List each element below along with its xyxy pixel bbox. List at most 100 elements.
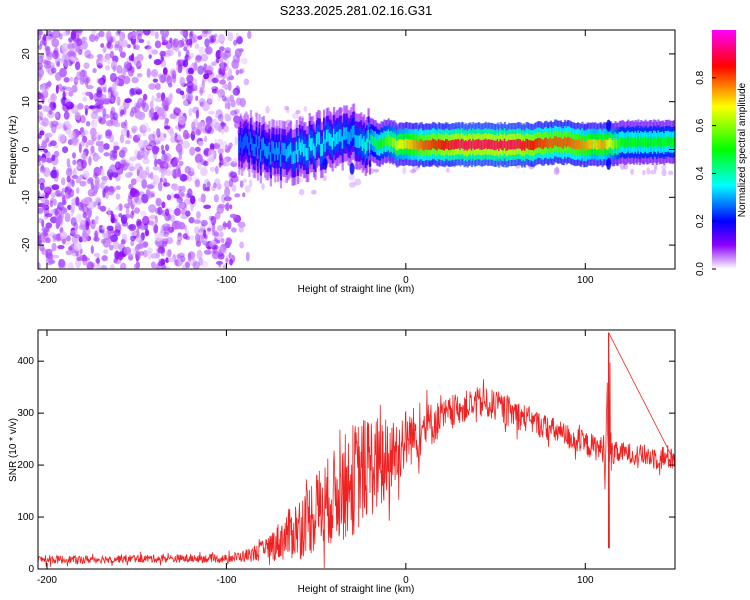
spectrogram-noise-cell (38, 92, 43, 100)
spectrogram-noise-cell (158, 113, 165, 120)
spectrogram-noise-cell (47, 252, 54, 261)
spectrogram-noise-cell (161, 201, 166, 209)
spectrogram-noise-cell (82, 170, 90, 179)
spectrogram-x-ticks: -200 -100 0 100 (37, 30, 594, 286)
spectrogram-ridge-segment (628, 138, 631, 148)
spectrogram-faint-cell (445, 167, 450, 173)
spectrogram-noise-cell (41, 157, 46, 164)
spectrogram-ridge-segment (241, 141, 244, 154)
spectrogram-noise-cell (227, 101, 231, 110)
spectrogram-noise-cell (99, 229, 105, 234)
spectrogram-faint-cell (261, 183, 265, 190)
spectrogram-ridge-segment (499, 138, 502, 149)
spectrogram-noise-cell (147, 172, 151, 179)
spectrogram-noise-cell (57, 245, 65, 250)
spectrogram-noise-cell (232, 54, 241, 64)
spectrogram-noise-cell (71, 84, 78, 93)
spectrogram-faint-cell (646, 167, 650, 175)
spectrogram-noise-cell (110, 93, 117, 102)
spectrogram-ridge-segment (278, 141, 281, 155)
spectrogram-noise-cell (38, 190, 41, 199)
spectrogram-noise-cell (49, 200, 54, 208)
spectrogram-noise-cell (233, 39, 238, 46)
spectrogram-ridge-segment (630, 137, 633, 148)
spectrogram-noise-cell (112, 112, 118, 121)
spectrogram-ridge-segment (358, 135, 362, 148)
spectrogram-noise-cell (131, 128, 137, 134)
spectrogram-noise-cell (79, 127, 85, 133)
spectrogram-ridge-segment (635, 138, 639, 148)
spectrogram-noise-cell (148, 204, 157, 213)
spectrogram-noise-cell (234, 136, 238, 146)
spectrogram-noise-cell (97, 201, 101, 210)
spectrogram-ridge-segment (413, 139, 416, 150)
spectrogram-noise-cell (133, 61, 142, 67)
spectrogram-noise-cell (197, 35, 203, 40)
spectrogram-noise-cell (38, 217, 44, 224)
spectrogram-ridge-segment (475, 139, 478, 150)
spectrogram-noise-cell (190, 195, 196, 205)
spectrogram-noise-cell (54, 72, 62, 81)
spectrogram-noise-cell (55, 169, 59, 179)
spectrogram-noise-cell (207, 157, 215, 163)
spectrogram-ridge-segment (615, 139, 618, 150)
spectrogram-noise-cell (153, 146, 160, 153)
spectrogram-ridge-segment (354, 134, 357, 148)
snr-x-tick-label: -100 (216, 575, 236, 586)
spectrogram-feature (349, 162, 355, 175)
spectrogram-noise-cell (194, 43, 200, 50)
spectrogram-faint-cell (348, 173, 355, 181)
spectrogram-noise-cell (215, 74, 224, 79)
spectrogram-noise-cell (97, 116, 103, 123)
spectrogram-noise-cell (166, 194, 172, 201)
spectrogram-ridge-segment (449, 140, 452, 151)
spectrogram-noise-cell (203, 135, 208, 143)
spectrogram-ridge-segment (300, 142, 303, 155)
spectrogram-ridge-segment (512, 139, 515, 150)
spectrogram-faint-cell (295, 109, 301, 115)
spectrogram-noise-cell (41, 247, 47, 256)
spectrogram-ridge-segment (251, 138, 254, 151)
spectrogram-noise-cell (45, 222, 53, 229)
spectrogram-ridge-segment (634, 136, 637, 147)
spectrogram-noise-cell (217, 138, 224, 146)
spectrogram-noise-cell (208, 35, 215, 44)
spectrogram-ridge-segment (641, 138, 644, 148)
spectrogram-noise-cell (146, 68, 151, 78)
spectrogram-ridge-segment (546, 139, 550, 149)
spectrogram-ridge-segment (515, 139, 518, 150)
spectrogram-noise-cell (149, 100, 154, 108)
spectrogram-ridge-segment (341, 136, 344, 149)
spectrogram-ridge-segment (287, 146, 290, 159)
spectrogram-noise-cell (39, 130, 45, 136)
spectrogram-faint-cell (244, 185, 251, 193)
spectrogram-ridge-segment (279, 154, 283, 167)
spectrogram-noise-cell (127, 44, 131, 49)
spectrogram-ridge-segment (334, 134, 337, 147)
spectrogram-noise-cell (174, 132, 178, 138)
spectrogram-noise-cell (236, 36, 243, 45)
spectrogram-noise-cell (211, 88, 217, 94)
spectrogram-ridge-segment (437, 138, 440, 149)
spectrogram-noise-cell (162, 67, 168, 76)
spectrogram-noise-cell (217, 225, 224, 232)
spectrogram-noise-cell (164, 104, 169, 111)
spectrogram-noise-cell (102, 56, 109, 63)
spectrogram-noise-cell (184, 165, 191, 174)
spectrogram-noise-cell (171, 70, 177, 80)
spectrogram-noise-cell (164, 50, 171, 58)
spectrogram-ridge-segment (492, 140, 495, 150)
spectrogram-ridge-segment (450, 140, 453, 150)
spectrogram-ridge-segment (625, 137, 629, 148)
spectrogram-noise-cell (203, 204, 212, 209)
spectrogram-noise-cell (85, 77, 89, 88)
spectrogram-noise-cell (172, 169, 177, 179)
spectrogram-noise-cell (75, 187, 80, 194)
spectrogram-noise-cell (92, 68, 97, 74)
spectrogram-noise-cell (61, 52, 66, 62)
spectrogram-noise-cell (117, 75, 126, 80)
spectrogram-ridge-segment (663, 138, 666, 149)
spectrogram-noise-cell (118, 163, 125, 169)
spectrogram-noise-cell (43, 228, 48, 237)
